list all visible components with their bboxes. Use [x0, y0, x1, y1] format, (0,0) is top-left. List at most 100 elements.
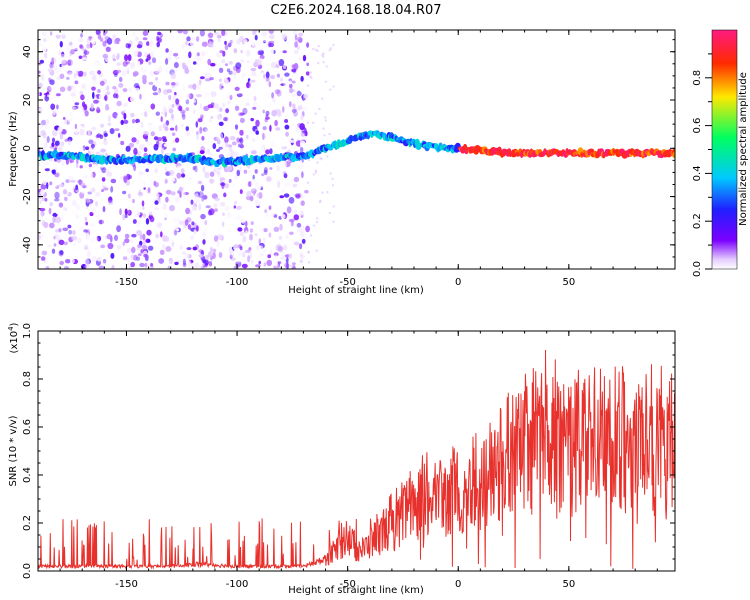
noise-blob	[251, 190, 256, 195]
noise-blob	[142, 176, 148, 183]
noise-blob	[243, 169, 248, 174]
noise-blob	[40, 256, 46, 261]
noise-blob	[164, 111, 168, 117]
noise-blob	[314, 169, 318, 172]
noise-blob	[224, 40, 227, 45]
noise-blob	[288, 196, 295, 204]
noise-blob	[109, 128, 115, 135]
noise-blob	[269, 148, 273, 155]
noise-blob	[298, 57, 301, 61]
noise-blob	[233, 205, 236, 209]
noise-blob	[238, 244, 242, 249]
noise-blob	[101, 165, 104, 169]
noise-blob	[48, 207, 52, 215]
noise-blob	[98, 219, 105, 225]
noise-blob	[225, 196, 229, 200]
noise-blob	[314, 112, 317, 115]
noise-blob	[307, 250, 310, 254]
noise-blob	[218, 146, 223, 150]
noise-blob	[267, 254, 272, 259]
noise-blob	[248, 169, 251, 174]
noise-blob	[83, 229, 88, 233]
noise-blob	[146, 141, 152, 146]
noise-blob	[229, 94, 233, 101]
noise-blob	[168, 237, 174, 243]
noise-blob	[133, 164, 137, 172]
noise-blob	[128, 63, 132, 70]
noise-blob	[178, 105, 183, 111]
noise-blob	[88, 166, 92, 171]
noise-blob	[112, 58, 116, 62]
noise-blob	[198, 254, 204, 258]
noise-blob	[190, 40, 195, 48]
noise-blob	[209, 246, 213, 253]
noise-blob	[129, 62, 136, 69]
noise-blob	[261, 146, 265, 151]
noise-blob	[202, 262, 205, 266]
noise-blob	[136, 44, 143, 49]
noise-blob	[312, 47, 315, 51]
y-tick-label: 0.6	[22, 419, 33, 435]
noise-blob	[214, 197, 221, 201]
noise-blob	[165, 81, 170, 86]
noise-blob	[162, 203, 168, 210]
noise-blob	[139, 93, 142, 100]
noise-blob	[246, 60, 251, 64]
noise-blob	[254, 34, 258, 41]
noise-blob	[154, 192, 160, 198]
noise-blob	[270, 140, 275, 148]
noise-blob	[71, 105, 75, 110]
noise-blob	[168, 50, 173, 56]
noise-blob	[105, 104, 110, 111]
noise-blob	[142, 240, 146, 247]
noise-blob	[67, 175, 74, 181]
noise-blob	[149, 70, 155, 77]
noise-blob	[38, 43, 43, 47]
noise-blob	[315, 48, 318, 51]
noise-blob	[237, 227, 243, 232]
noise-blob	[188, 84, 194, 89]
noise-blob	[179, 191, 182, 198]
noise-blob	[284, 220, 289, 226]
noise-blob	[322, 55, 325, 58]
noise-blob	[276, 89, 282, 97]
y-tick-label: 0.2	[22, 515, 33, 531]
noise-blob	[222, 145, 229, 152]
noise-blob	[39, 199, 42, 205]
noise-blob	[279, 223, 283, 231]
noise-blob	[154, 181, 159, 188]
noise-blob	[122, 190, 127, 195]
noise-blob	[58, 228, 62, 233]
noise-blob	[156, 41, 160, 48]
noise-blob	[188, 66, 194, 73]
noise-blob	[124, 214, 128, 219]
noise-blob	[268, 205, 272, 210]
noise-blob	[251, 188, 257, 194]
noise-blob	[154, 168, 158, 174]
noise-blob	[199, 150, 205, 155]
noise-blob	[137, 253, 142, 257]
noise-blob	[160, 231, 163, 238]
noise-blob	[169, 222, 173, 226]
noise-blob	[196, 52, 200, 57]
noise-blob	[75, 184, 79, 191]
noise-blob	[160, 147, 165, 154]
noise-blob	[267, 214, 273, 222]
noise-blob	[254, 233, 258, 237]
noise-blob	[140, 121, 144, 128]
noise-blob	[62, 117, 66, 120]
noise-blob	[137, 151, 142, 156]
noise-blob	[202, 239, 206, 245]
noise-blob	[197, 118, 203, 123]
noise-blob	[197, 180, 203, 185]
noise-blob	[64, 84, 68, 90]
noise-blob	[137, 206, 141, 210]
noise-blob	[131, 266, 134, 269]
noise-blob	[60, 59, 67, 64]
noise-blob	[81, 228, 85, 235]
noise-blob	[136, 229, 142, 236]
noise-blob	[220, 142, 225, 148]
noise-blob	[128, 43, 132, 48]
noise-blob	[174, 257, 180, 262]
noise-blob	[124, 102, 129, 107]
